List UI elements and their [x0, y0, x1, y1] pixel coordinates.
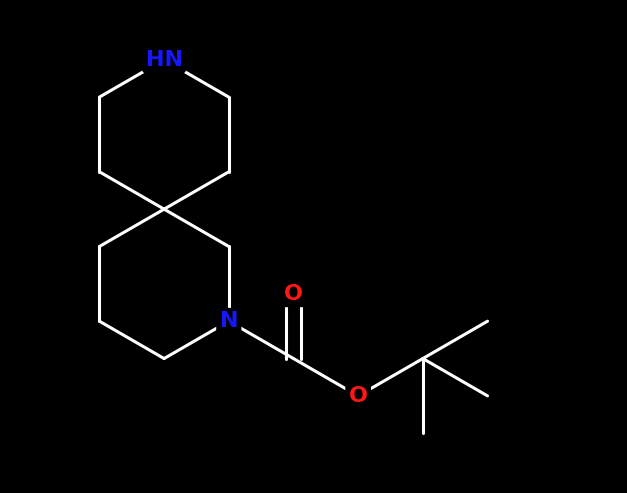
- Text: O: O: [284, 284, 303, 304]
- Text: N: N: [219, 311, 238, 331]
- Text: O: O: [349, 386, 367, 406]
- Text: HN: HN: [145, 50, 182, 70]
